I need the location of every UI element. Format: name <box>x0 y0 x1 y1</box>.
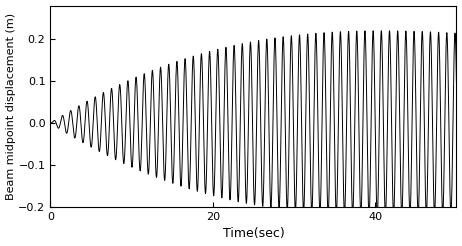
X-axis label: Time(sec): Time(sec) <box>223 228 284 240</box>
Y-axis label: Beam midpoint displacement (m): Beam midpoint displacement (m) <box>6 13 16 200</box>
